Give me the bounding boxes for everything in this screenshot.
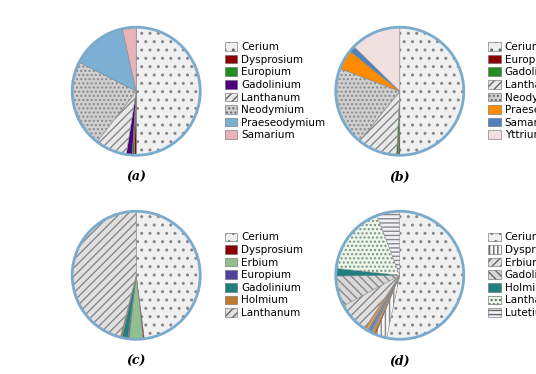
- Wedge shape: [126, 91, 136, 155]
- Wedge shape: [340, 51, 400, 91]
- Wedge shape: [336, 215, 400, 275]
- Wedge shape: [367, 275, 400, 331]
- Wedge shape: [136, 211, 200, 339]
- Wedge shape: [128, 275, 136, 339]
- Wedge shape: [370, 275, 400, 332]
- Wedge shape: [336, 268, 400, 276]
- Legend: Cerium, Europium, Gadolinium, Lanthanum, Neodymium, Praeseodymium, Samarium, Ytt: Cerium, Europium, Gadolinium, Lanthanum,…: [488, 42, 536, 140]
- Wedge shape: [399, 91, 400, 155]
- Wedge shape: [336, 68, 400, 141]
- Wedge shape: [136, 275, 144, 339]
- Wedge shape: [134, 91, 136, 155]
- Text: (d): (d): [390, 355, 410, 368]
- Wedge shape: [375, 275, 400, 338]
- Wedge shape: [354, 27, 400, 91]
- Wedge shape: [344, 275, 400, 329]
- Legend: Cerium, Dysprosium, Erbium, Europium, Gadolinium, Holmium, Lanthanum: Cerium, Dysprosium, Erbium, Europium, Ga…: [225, 233, 303, 318]
- Wedge shape: [72, 62, 136, 142]
- Wedge shape: [368, 275, 400, 332]
- Wedge shape: [366, 275, 400, 330]
- Wedge shape: [72, 211, 136, 337]
- Wedge shape: [386, 211, 464, 339]
- Wedge shape: [397, 91, 400, 155]
- Wedge shape: [97, 91, 136, 154]
- Wedge shape: [350, 46, 400, 91]
- Text: (c): (c): [126, 355, 146, 368]
- Wedge shape: [360, 91, 400, 155]
- Text: (b): (b): [390, 171, 410, 184]
- Wedge shape: [336, 275, 400, 306]
- Legend: Cerium, Dysprosium, Europium, Gadolinium, Lanthanum, Neodymium, Praeseodymium, S: Cerium, Dysprosium, Europium, Gadolinium…: [225, 42, 325, 140]
- Wedge shape: [400, 27, 464, 155]
- Wedge shape: [373, 275, 400, 334]
- Wedge shape: [377, 211, 400, 275]
- Wedge shape: [364, 275, 400, 329]
- Wedge shape: [371, 275, 400, 333]
- Wedge shape: [374, 275, 400, 334]
- Wedge shape: [132, 91, 136, 155]
- Wedge shape: [79, 29, 136, 91]
- Wedge shape: [120, 275, 136, 338]
- Text: (a): (a): [126, 171, 146, 184]
- Wedge shape: [122, 275, 136, 339]
- Wedge shape: [129, 275, 143, 339]
- Wedge shape: [136, 27, 200, 155]
- Wedge shape: [122, 27, 136, 91]
- Legend: Cerium, Dysprosium, Erbium, Gadolinium, Holmium, Lanthanum, Lutetium: Cerium, Dysprosium, Erbium, Gadolinium, …: [488, 233, 536, 318]
